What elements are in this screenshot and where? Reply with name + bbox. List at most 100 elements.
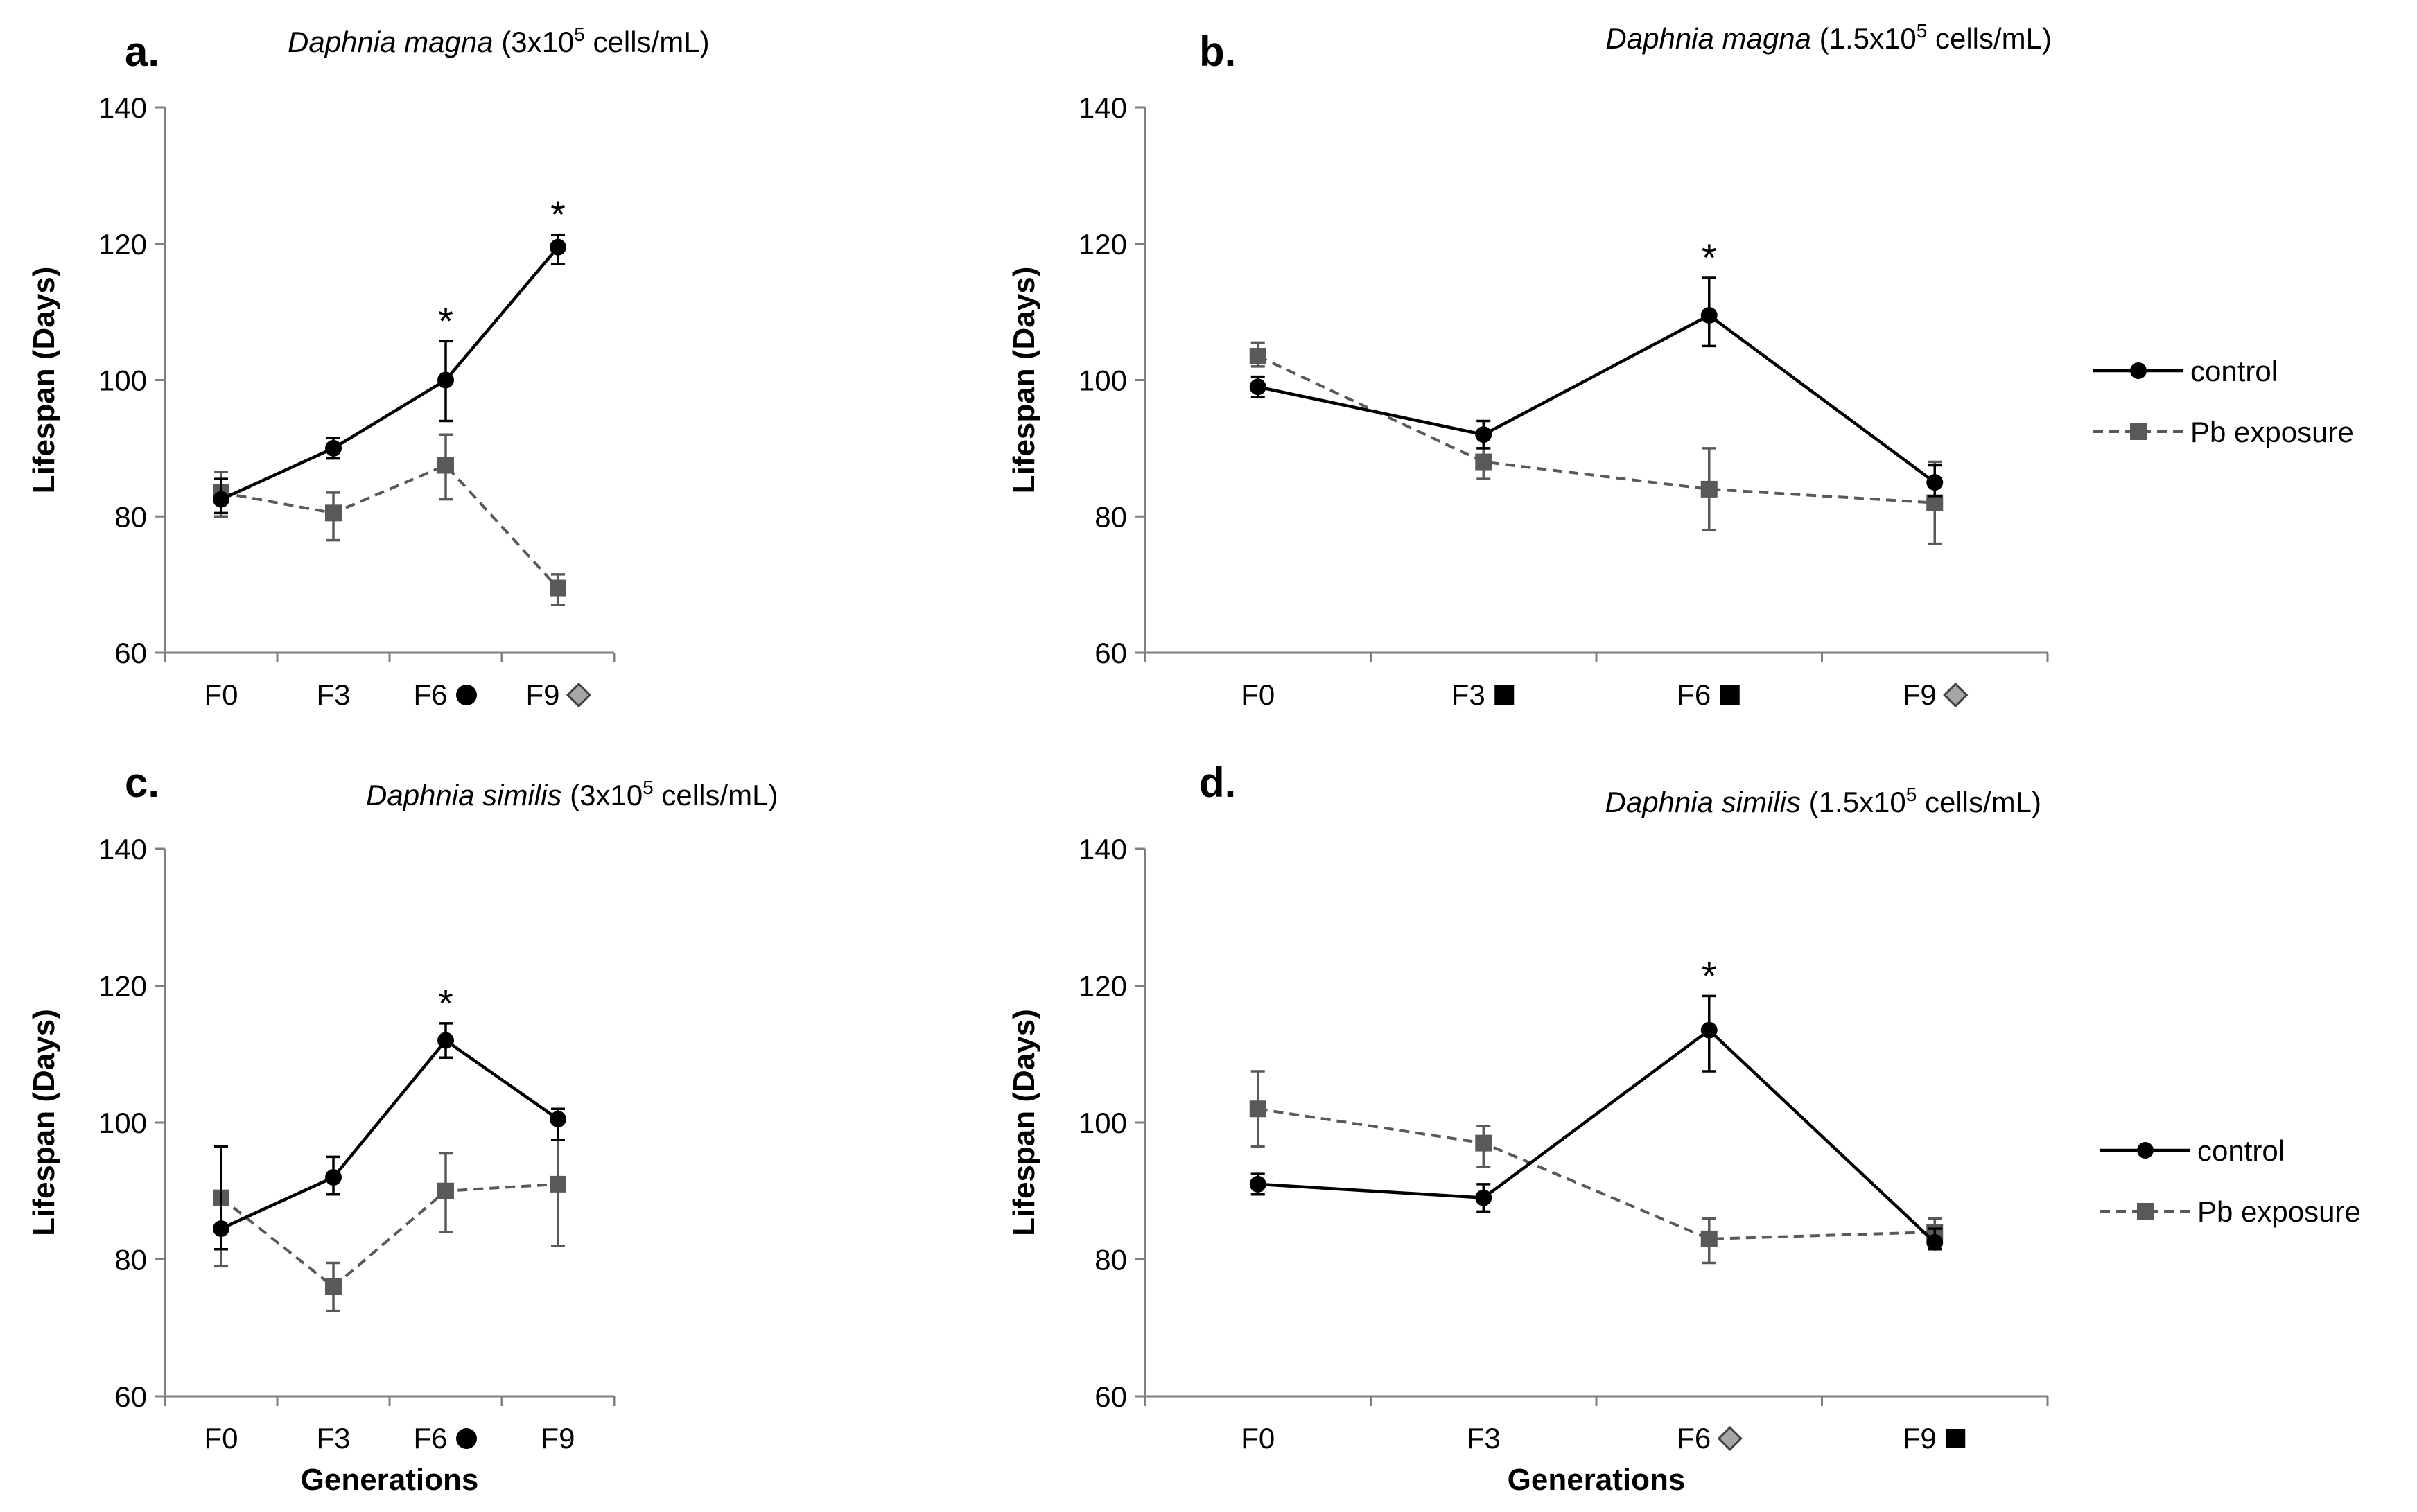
control-point (1249, 1175, 1266, 1193)
pb-exposure-point (550, 579, 566, 597)
control-point (325, 1169, 342, 1186)
x-tick-label: F0 (204, 1422, 238, 1454)
y-tick-label: 120 (98, 228, 147, 261)
legend-pb-marker (2137, 1203, 2154, 1220)
legend-pb-marker (2130, 423, 2147, 440)
title-density: (1.5x10 (1820, 22, 1917, 55)
significance-asterisk: * (1702, 953, 1717, 997)
control-point (437, 371, 454, 389)
pb-exposure-point (550, 1175, 566, 1193)
control-line (1257, 1028, 1936, 1244)
y-tick-label: 80 (114, 500, 147, 533)
pb-exposure-point (1249, 348, 1266, 365)
y-axis-label: Lifespan (Days) (27, 1009, 61, 1236)
x-axis-label: Generations (301, 1463, 479, 1497)
panel-title: Daphnia similis (3x105 cells/mL) (366, 777, 778, 811)
x-tick-label: F3 (1451, 678, 1485, 711)
panel-title: Daphnia magna (3x105 cells/mL) (288, 24, 710, 58)
panel-title: Daphnia magna (1.5x105 cells/mL) (1605, 20, 2052, 55)
y-tick-label: 60 (1094, 1380, 1127, 1413)
panel-label: b. (1199, 28, 1236, 75)
x-axis-label: Generations (1508, 1463, 1686, 1497)
control-point (213, 491, 229, 508)
x-tick-label: F9 (1903, 678, 1937, 711)
x-tick-label: F0 (204, 678, 238, 711)
title-density: (1.5x10 (1809, 786, 1906, 818)
generation-diamond-marker (1717, 1425, 1743, 1452)
y-tick-label: 140 (98, 91, 147, 124)
pb-exposure-point (1249, 1100, 1266, 1118)
control-point (1700, 1021, 1718, 1039)
title-units: cells/mL) (1927, 22, 2052, 55)
title-species: Daphnia magna (1605, 22, 1819, 55)
panel-b: b. Daphnia magna (1.5x105 cells/mL) 60 80 10… (1007, 20, 2354, 711)
control-point (1926, 1233, 1944, 1251)
legend-control-label: control (2197, 1134, 2285, 1167)
title-density: (3x10 (570, 779, 643, 811)
panel-c: c. Daphnia similis (3x105 cells/mL) 60 80 10… (27, 759, 778, 1497)
pb-exposure-point (1475, 453, 1492, 471)
x-tick-label: F6 (413, 678, 447, 711)
panel-label: d. (1199, 759, 1236, 806)
panel-d: d. Daphnia similis (1.5x105 cells/mL) 60 80… (1007, 759, 2361, 1497)
x-tick-label: F6 (1677, 678, 1711, 711)
y-tick-label: 60 (1094, 637, 1127, 669)
y-tick-label: 120 (1079, 228, 1127, 261)
pb-exposure-point (325, 1278, 342, 1295)
control-point (550, 1111, 566, 1128)
pb-exposure-point (1700, 1230, 1718, 1247)
control-point (550, 238, 566, 256)
y-tick-label: 60 (114, 637, 147, 669)
panel-title: Daphnia similis (1.5x105 cells/mL) (1605, 784, 2041, 818)
generation-circle-marker (456, 1428, 477, 1449)
y-tick-label: 80 (1094, 1244, 1127, 1276)
control-point (1475, 1189, 1492, 1206)
significance-asterisk: * (438, 981, 453, 1025)
x-tick-label: F3 (316, 678, 350, 711)
pb-exposure-point (1700, 480, 1718, 498)
control-point (1475, 426, 1492, 443)
title-superscript: 5 (574, 24, 585, 45)
control-point (1926, 474, 1944, 491)
title-species: Daphnia magna (288, 26, 501, 58)
x-tick-label: F6 (1677, 1422, 1711, 1454)
generation-diamond-marker (1943, 682, 1969, 708)
y-tick-label: 140 (1079, 91, 1127, 124)
y-axis-label: Lifespan (Days) (27, 267, 61, 494)
title-superscript: 5 (643, 777, 654, 798)
significance-asterisk: * (438, 299, 453, 342)
y-tick-label: 100 (98, 1107, 147, 1139)
y-tick-label: 120 (98, 970, 147, 1003)
pb-exposure-line (1257, 1107, 1935, 1240)
legend-control-marker (2130, 362, 2147, 379)
pb-exposure-line (220, 1182, 559, 1289)
significance-asterisk: * (550, 193, 566, 236)
y-tick-label: 80 (1094, 500, 1127, 533)
y-tick-label: 140 (1079, 833, 1127, 865)
control-point (437, 1032, 454, 1049)
y-tick-label: 100 (1079, 364, 1127, 397)
control-line (220, 246, 559, 501)
y-tick-label: 120 (1079, 970, 1127, 1003)
title-units: cells/mL) (585, 26, 710, 58)
x-tick-label: F9 (525, 678, 559, 711)
title-units: cells/mL) (654, 779, 778, 811)
title-species: Daphnia similis (366, 779, 570, 811)
generation-square-marker (1720, 685, 1740, 705)
x-tick-label: F9 (541, 1422, 575, 1454)
y-tick-label: 60 (114, 1380, 147, 1413)
title-superscript: 5 (1906, 784, 1917, 805)
legend-control-label: control (2190, 355, 2278, 387)
control-point (1249, 378, 1266, 396)
control-line (1257, 313, 1936, 484)
legend-pb-label: Pb exposure (2190, 416, 2354, 448)
pb-exposure-point (1475, 1134, 1492, 1152)
generation-diamond-marker (566, 682, 592, 708)
pb-exposure-point (437, 457, 454, 474)
generation-circle-marker (456, 685, 477, 705)
pb-exposure-point (437, 1182, 454, 1199)
pb-exposure-line (220, 464, 559, 589)
legend-pb-label: Pb exposure (2197, 1195, 2361, 1228)
title-density: (3x10 (501, 26, 574, 58)
